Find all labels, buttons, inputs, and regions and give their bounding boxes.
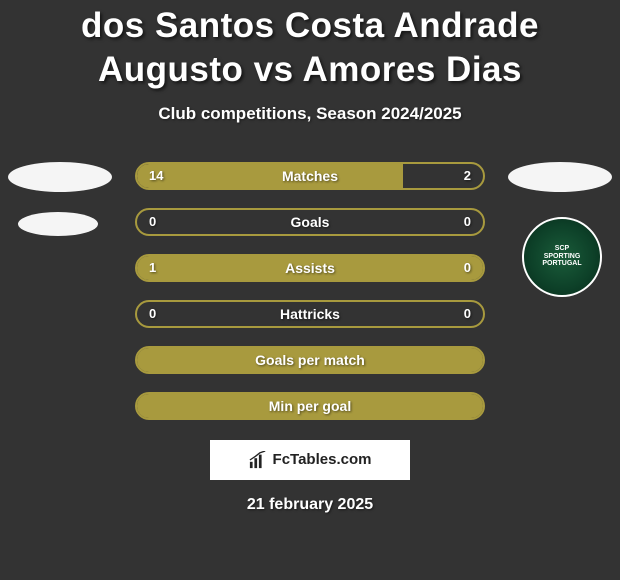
stat-label: Goals bbox=[137, 210, 483, 234]
stat-bar-row: 00Goals bbox=[135, 208, 485, 236]
stat-label: Goals per match bbox=[137, 348, 483, 372]
footer-date: 21 february 2025 bbox=[0, 496, 620, 514]
brand-chart-icon bbox=[249, 451, 267, 469]
page-title: dos Santos Costa Andrade Augusto vs Amor… bbox=[0, 0, 620, 92]
badge-line-3: PORTUGAL bbox=[542, 260, 581, 268]
player-right-club-badge: SCP SPORTING PORTUGAL bbox=[522, 217, 602, 297]
stat-label: Matches bbox=[137, 164, 483, 188]
brand-box: FcTables.com bbox=[210, 440, 410, 480]
player-right-avatar-1 bbox=[508, 162, 612, 192]
badge-line-2: SPORTING bbox=[542, 253, 581, 261]
club-badge-text: SCP SPORTING PORTUGAL bbox=[542, 245, 581, 268]
badge-line-1: SCP bbox=[542, 245, 581, 253]
stat-bar-row: 00Hattricks bbox=[135, 300, 485, 328]
stat-bar-row: 142Matches bbox=[135, 162, 485, 190]
page-subtitle: Club competitions, Season 2024/2025 bbox=[0, 104, 620, 124]
stat-bar-row: Min per goal bbox=[135, 392, 485, 420]
stat-bar-row: Goals per match bbox=[135, 346, 485, 374]
stat-label: Hattricks bbox=[137, 302, 483, 326]
player-left-avatar-1 bbox=[8, 162, 112, 192]
stat-label: Assists bbox=[137, 256, 483, 280]
player-left-avatar-2 bbox=[18, 212, 98, 236]
stat-label: Min per goal bbox=[137, 394, 483, 418]
stat-bar-row: 10Assists bbox=[135, 254, 485, 282]
brand-text: FcTables.com bbox=[273, 451, 372, 468]
comparison-content: SCP SPORTING PORTUGAL 142Matches00Goals1… bbox=[0, 162, 620, 514]
stats-bars: 142Matches 00Goals 10Assists 00Hattricks Goa… bbox=[135, 162, 485, 420]
